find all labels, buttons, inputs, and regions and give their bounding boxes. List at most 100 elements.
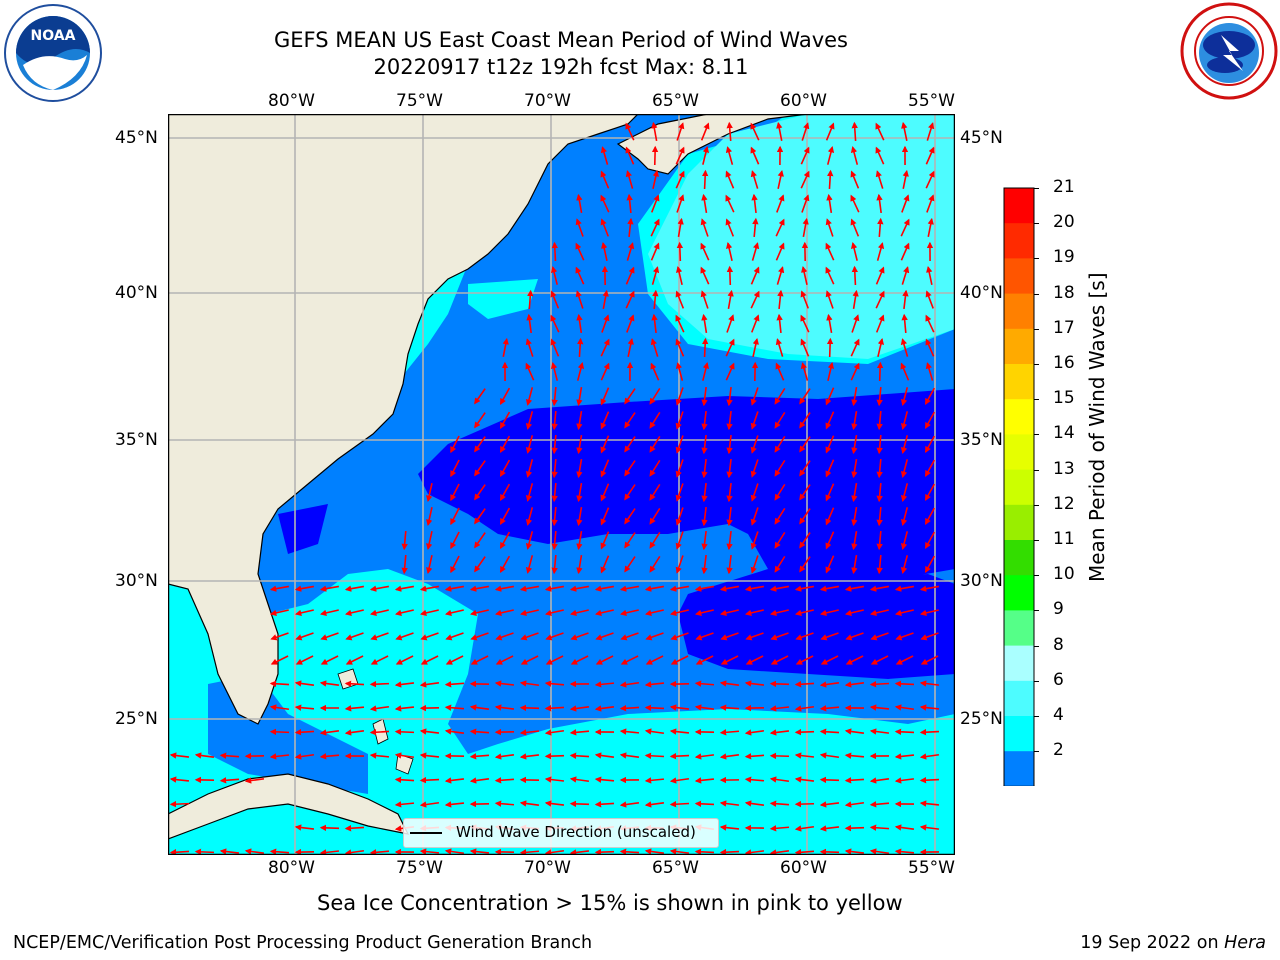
- wind-wave-arrow: [769, 825, 790, 832]
- colorbar-segment: [1004, 258, 1034, 295]
- wind-wave-arrow: [650, 338, 659, 357]
- wind-wave-arrow: [370, 632, 389, 641]
- wind-wave-arrow: [719, 585, 740, 592]
- wind-wave-arrow: [570, 655, 589, 665]
- wind-wave-arrow: [344, 729, 365, 736]
- wind-wave-arrow: [726, 482, 733, 503]
- wind-wave-arrow: [495, 655, 514, 665]
- wind-wave-arrow: [474, 532, 486, 549]
- wind-wave-arrow: [876, 506, 883, 527]
- wind-wave-arrow: [851, 506, 858, 527]
- legend-label: Wind Wave Direction (unscaled): [456, 823, 696, 841]
- wind-wave-arrow: [901, 121, 908, 141]
- wind-wave-arrow: [745, 655, 764, 665]
- wind-wave-arrow: [902, 289, 909, 310]
- wind-wave-arrow: [744, 609, 764, 616]
- wind-wave-arrow: [726, 554, 733, 575]
- wind-wave-arrow: [444, 777, 465, 784]
- wind-wave-arrow: [494, 704, 515, 711]
- wind-wave-arrow: [695, 632, 714, 641]
- wind-wave-arrow: [344, 609, 364, 616]
- wind-wave-arrow: [825, 435, 835, 454]
- lat-tick-right-35n: 35°N: [960, 430, 1003, 450]
- wind-wave-arrow: [876, 554, 883, 575]
- wind-wave-arrow: [551, 530, 558, 551]
- wind-wave-arrow: [825, 507, 835, 526]
- wind-wave-arrow: [774, 459, 786, 477]
- wind-wave-arrow: [294, 680, 315, 687]
- wind-wave-arrow: [444, 609, 464, 616]
- colorbar-tick-mark: [1034, 223, 1039, 225]
- wind-wave-arrow: [519, 729, 540, 736]
- wind-wave-arrow: [776, 313, 783, 334]
- wind-wave-arrow: [819, 609, 839, 616]
- wind-wave-arrow: [569, 776, 590, 783]
- wind-wave-arrow: [925, 362, 934, 381]
- wind-wave-arrow: [869, 824, 890, 831]
- wind-wave-arrow: [700, 242, 710, 261]
- colorbar-segment: [1004, 223, 1034, 259]
- colorbar-segment: [1004, 540, 1034, 576]
- wind-wave-arrow: [394, 801, 415, 808]
- wind-wave-arrow: [369, 705, 390, 712]
- lon-tick-top-55w: 55°W: [908, 91, 955, 111]
- wind-wave-arrow: [469, 777, 490, 784]
- wind-wave-arrow: [550, 338, 560, 357]
- colorbar-tick-mark: [1034, 680, 1039, 682]
- colorbar-outline: [1003, 187, 1035, 786]
- wind-wave-arrow: [576, 362, 585, 381]
- wind-wave-arrow: [394, 776, 415, 783]
- wind-wave-arrow: [869, 585, 890, 592]
- wave-period-lt2-region: [418, 389, 955, 584]
- wind-wave-arrow: [369, 609, 389, 616]
- wind-wave-arrow: [544, 800, 565, 807]
- wind-wave-arrow: [919, 777, 940, 784]
- wind-wave-arrow: [869, 704, 890, 711]
- wind-wave-arrow: [551, 482, 558, 503]
- wind-wave-arrow: [927, 217, 934, 237]
- colorbar-segment: [1004, 188, 1034, 224]
- wind-wave-arrow: [775, 338, 784, 357]
- colorbar-tick-mark: [1034, 716, 1039, 717]
- wind-wave-arrow: [426, 531, 433, 551]
- wind-wave-arrow: [644, 728, 665, 735]
- wind-wave-arrow: [750, 170, 759, 189]
- wind-wave-arrow: [550, 290, 560, 309]
- wind-wave-arrow: [926, 194, 935, 213]
- wind-wave-arrow: [669, 728, 690, 735]
- wind-wave-arrow: [550, 266, 558, 285]
- wind-wave-arrow: [825, 218, 834, 237]
- wind-wave-arrow: [900, 338, 909, 357]
- wind-wave-arrow: [420, 632, 439, 641]
- wind-wave-arrow: [499, 531, 511, 549]
- wind-wave-arrow: [825, 555, 835, 574]
- wind-wave-arrow: [395, 632, 414, 641]
- wind-wave-arrow: [894, 753, 915, 760]
- wind-wave-arrow: [675, 265, 683, 285]
- wind-wave-arrow: [474, 508, 486, 525]
- colorbar-segment: [1004, 645, 1034, 682]
- wind-wave-arrow: [294, 609, 314, 616]
- wind-wave-arrow: [519, 800, 540, 807]
- wind-wave-arrow: [576, 506, 583, 527]
- wind-wave-arrow: [851, 265, 859, 286]
- wind-wave-arrow: [649, 531, 661, 549]
- noaa-logo-text: NOAA: [31, 28, 76, 44]
- lon-tick-top-75w: 75°W: [396, 91, 443, 111]
- wind-wave-arrow: [750, 483, 759, 502]
- wind-wave-arrow: [851, 530, 858, 551]
- wind-wave-arrow: [551, 410, 558, 431]
- wind-wave-arrow: [725, 170, 735, 189]
- wind-wave-arrow: [752, 217, 759, 238]
- wind-wave-arrow: [774, 387, 786, 405]
- wind-wave-arrow: [649, 411, 661, 429]
- wind-wave-arrow: [169, 800, 190, 808]
- colorbar-tick-mark: [1034, 258, 1039, 260]
- wind-wave-arrow: [895, 632, 914, 641]
- colorbar-tick-mark: [1034, 610, 1039, 612]
- wind-wave-arrow: [745, 632, 764, 641]
- wind-wave-arrow: [769, 609, 789, 616]
- wind-wave-arrow: [419, 752, 440, 759]
- wind-wave-arrow: [844, 752, 865, 759]
- wind-wave-arrow: [850, 194, 860, 213]
